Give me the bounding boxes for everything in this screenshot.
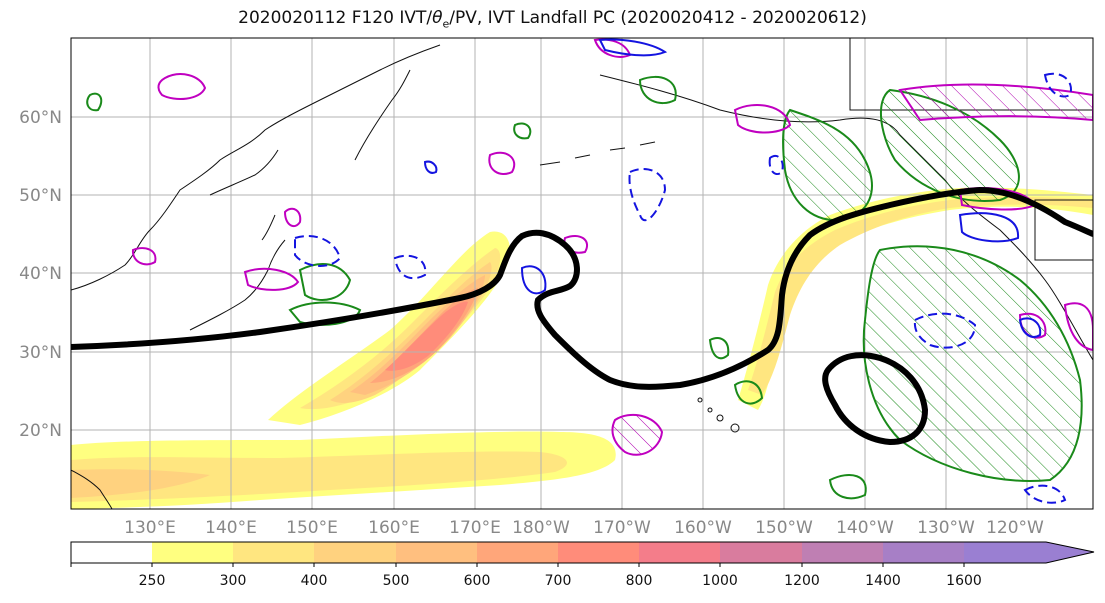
colorbar-label: 800	[626, 573, 653, 589]
lon-label: 180°W	[512, 518, 570, 538]
lon-label: 160°E	[368, 518, 420, 538]
chart-title: 2020020112 F120 IVT/θe/PV, IVT Landfall …	[238, 8, 867, 31]
lon-label: 140°W	[836, 518, 894, 538]
colorbar-segment	[558, 542, 639, 563]
lon-label: 150°E	[286, 518, 338, 538]
colorbar-segment	[964, 542, 1046, 563]
theta-e-contours	[86, 75, 1083, 500]
colorbar-segment	[396, 542, 477, 563]
colorbar-segment	[71, 542, 152, 563]
map-frame	[70, 37, 1094, 510]
lon-label: 170°E	[449, 518, 501, 538]
lon-label: 160°W	[674, 518, 732, 538]
colorbar-label: 1600	[946, 573, 982, 589]
colorbar-label: 1400	[865, 573, 901, 589]
lon-label: 150°W	[755, 518, 813, 538]
colorbar-segment	[802, 542, 883, 563]
landfall-contour	[71, 186, 1093, 446]
colorbar-label: 700	[545, 573, 572, 589]
colorbar-label: 300	[220, 573, 247, 589]
colorbar-label: 600	[464, 573, 491, 589]
colorbar-extend-arrow	[1046, 542, 1094, 563]
blue-contours	[294, 38, 1072, 504]
colorbar-segment	[720, 542, 802, 563]
lat-labels: 60°N 50°N 40°N 30°N 20°N	[19, 108, 62, 441]
lat-label: 30°N	[19, 343, 62, 363]
lon-label: 130°W	[917, 518, 975, 538]
lat-label: 40°N	[19, 264, 62, 284]
colorbar-segment	[233, 542, 314, 563]
lon-labels: 130°E 140°E 150°E 160°E 170°E 180°W 170°…	[124, 518, 1044, 538]
lat-label: 60°N	[19, 108, 62, 128]
colorbar-segment	[883, 542, 964, 563]
lon-label: 130°E	[124, 518, 176, 538]
lon-label: 170°W	[593, 518, 651, 538]
lat-label: 20°N	[19, 421, 62, 441]
colorbar-label: 500	[383, 573, 410, 589]
colorbar-segment	[314, 542, 396, 563]
colorbar-segment	[639, 542, 720, 563]
colorbar-label: 250	[139, 573, 166, 589]
lon-label: 140°E	[205, 518, 257, 538]
lat-label: 50°N	[19, 186, 62, 206]
colorbar-label: 1200	[784, 573, 820, 589]
colorbar-segment	[152, 542, 233, 563]
colorbar-segment	[477, 542, 558, 563]
colorbar-label: 400	[301, 573, 328, 589]
lon-label: 120°W	[986, 518, 1044, 538]
colorbar-label: 1000	[702, 573, 738, 589]
colorbar: 250 300 400 500 600 700 800 1000 1200 14…	[70, 541, 1095, 589]
ivt-shading	[71, 187, 1093, 509]
